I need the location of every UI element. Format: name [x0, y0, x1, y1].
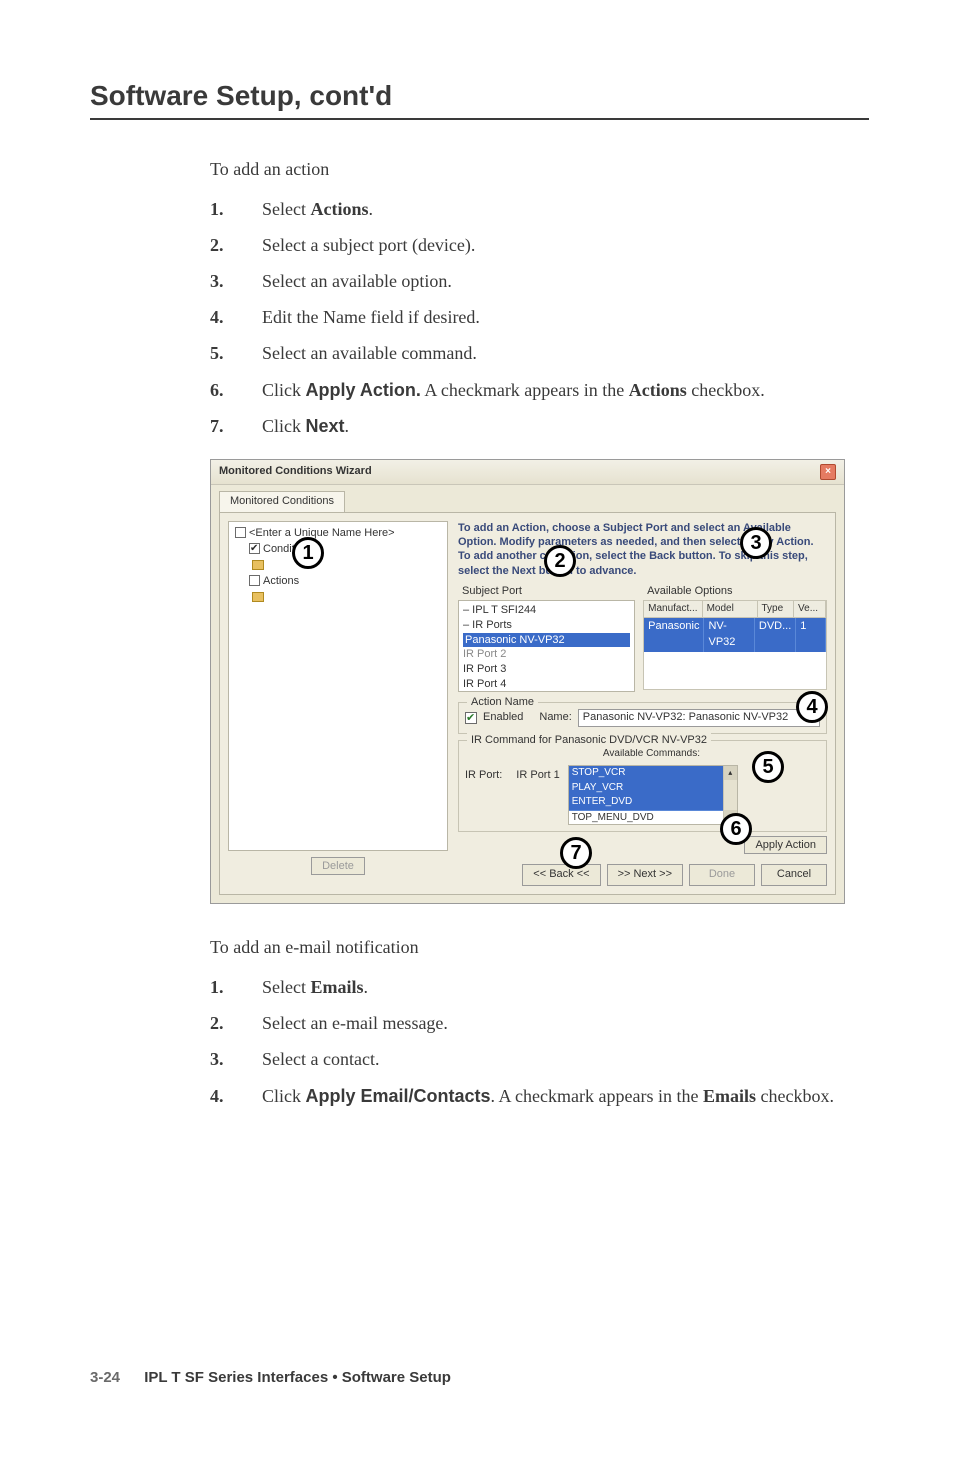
step-num: 1.	[210, 196, 262, 222]
available-options-label: Available Options	[643, 584, 827, 600]
close-icon[interactable]: ×	[820, 464, 836, 480]
callout-6: 6	[720, 813, 752, 845]
callout-5: 5	[752, 751, 784, 783]
dialog-title-text: Monitored Conditions Wizard	[219, 464, 372, 480]
steps-list-b: 1. Select Emails. 2. Select an e-mail me…	[210, 974, 869, 1108]
subject-port-list[interactable]: – IPL T SFI244 – IR Ports Panasonic NV-V…	[458, 600, 635, 692]
section-a-lead: To add an action	[210, 156, 869, 182]
enabled-label: Enabled	[483, 710, 523, 726]
ir-command-label: IR Command for Panasonic DVD/VCR NV-VP32	[467, 733, 711, 749]
step-b4: 4. Click Apply Email/Contacts. A checkma…	[210, 1083, 869, 1109]
step-b3: 3. Select a contact.	[210, 1046, 869, 1072]
tree-view[interactable]: <Enter a Unique Name Here> Conditions Ac…	[228, 521, 448, 851]
step-2: 2. Select a subject port (device).	[210, 232, 869, 258]
options-list[interactable]: Panasonic NV-VP32 DVD... 1	[643, 618, 827, 690]
scroll-up-icon[interactable]: ▴	[724, 766, 737, 780]
options-header: Manufact... Model Type Ve...	[643, 600, 827, 619]
step-6: 6. Click Apply Action. A checkmark appea…	[210, 377, 869, 403]
irport-label: IR Port:	[465, 768, 502, 784]
name-label: Name:	[539, 710, 571, 726]
action-name-label: Action Name	[467, 695, 538, 711]
page-footer: 3-24 IPL T SF Series Interfaces • Softwa…	[90, 1369, 869, 1386]
callout-7: 7	[560, 837, 592, 869]
section-b-lead: To add an e-mail notification	[210, 934, 869, 960]
apply-action-button[interactable]: Apply Action	[744, 836, 827, 854]
tab-monitored-conditions[interactable]: Monitored Conditions	[219, 491, 345, 512]
step-5: 5. Select an available command.	[210, 340, 869, 366]
delete-button[interactable]: Delete	[311, 857, 365, 875]
subject-port-label: Subject Port	[458, 584, 635, 600]
callout-4: 4	[796, 691, 828, 723]
irport-value: IR Port 1	[516, 768, 559, 784]
page-title: Software Setup, cont'd	[90, 80, 869, 112]
dialog-titlebar: Monitored Conditions Wizard ×	[211, 460, 844, 485]
title-rule	[90, 118, 869, 120]
step-1: 1. Select Actions.	[210, 196, 869, 222]
name-field[interactable]: Panasonic NV-VP32: Panasonic NV-VP32	[578, 709, 820, 727]
next-button[interactable]: >> Next >>	[607, 864, 683, 886]
callout-3: 3	[740, 527, 772, 559]
callout-2: 2	[544, 545, 576, 577]
step-b2: 2. Select an e-mail message.	[210, 1010, 869, 1036]
step-b1: 1. Select Emails.	[210, 974, 869, 1000]
step-7: 7. Click Next.	[210, 413, 869, 439]
back-button[interactable]: << Back <<	[522, 864, 600, 886]
instruction-text: To add an Action, choose a Subject Port …	[458, 521, 827, 578]
steps-list-a: 1. Select Actions. 2. Select a subject p…	[210, 196, 869, 439]
callout-1: 1	[292, 537, 324, 569]
page-number: 3-24	[90, 1369, 120, 1386]
cancel-button[interactable]: Cancel	[761, 864, 827, 886]
enabled-checkbox[interactable]	[465, 712, 477, 724]
step-4: 4. Edit the Name field if desired.	[210, 304, 869, 330]
done-button[interactable]: Done	[689, 864, 755, 886]
step-3: 3. Select an available option.	[210, 268, 869, 294]
dialog-window: Monitored Conditions Wizard × Monitored …	[210, 459, 845, 904]
footer-text: IPL T SF Series Interfaces • Software Se…	[144, 1369, 451, 1386]
command-list[interactable]: STOP_VCR PLAY_VCR ENTER_DVD TOP_MENU_DVD…	[568, 765, 738, 825]
